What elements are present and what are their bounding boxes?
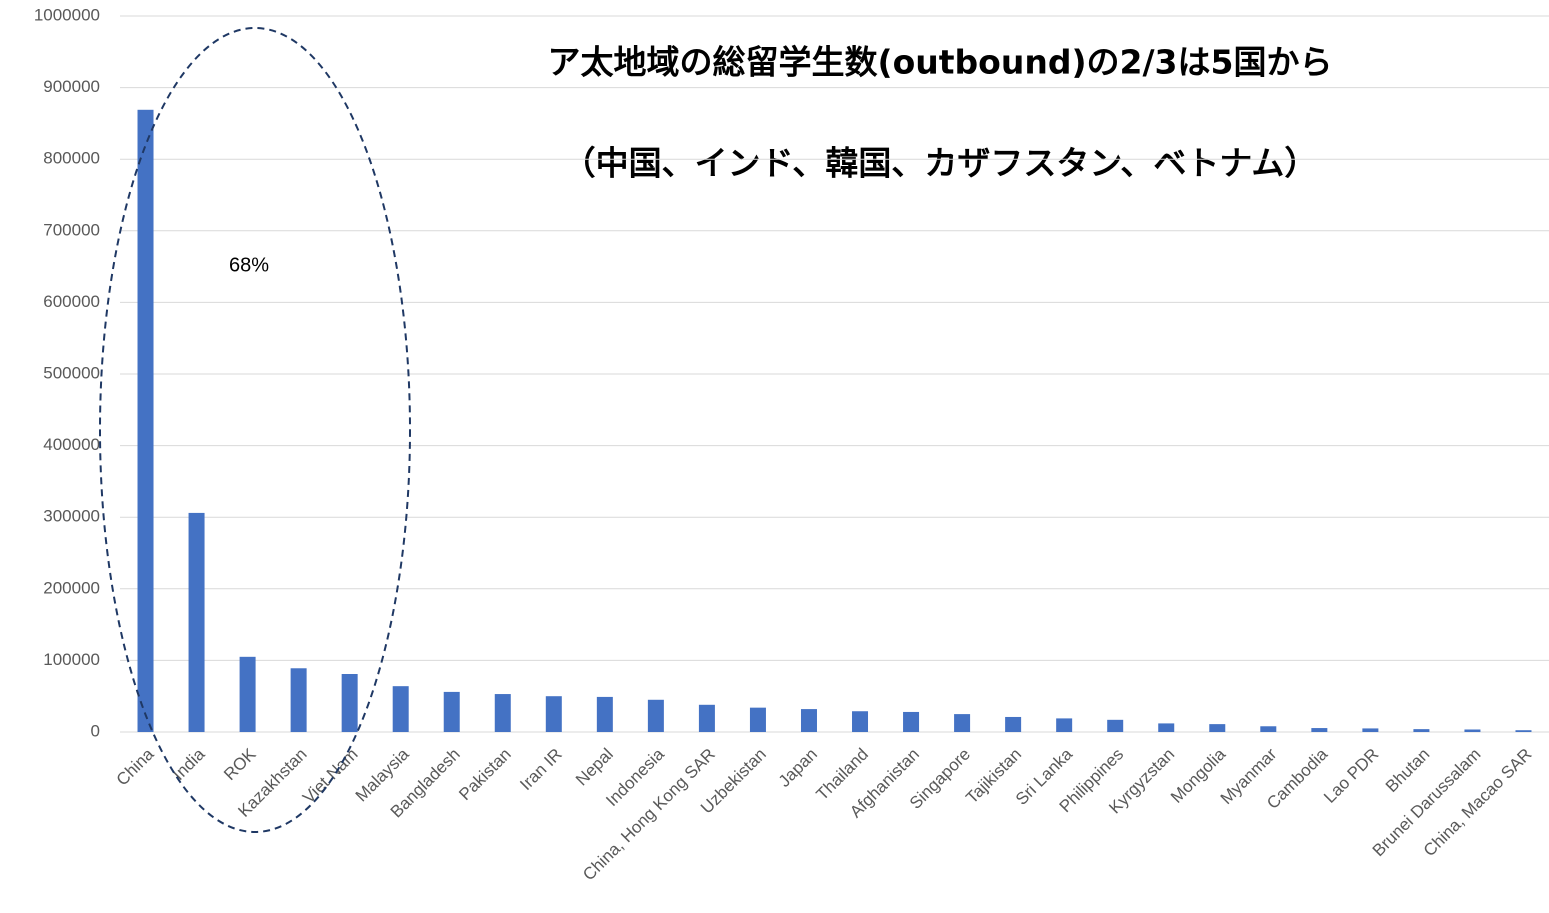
y-tick-label: 700000 — [43, 220, 100, 239]
y-tick-label: 0 — [91, 721, 100, 740]
x-tick-label: ROK — [220, 744, 260, 784]
x-tick-label: Iran IR — [516, 745, 566, 795]
y-tick-label: 800000 — [43, 149, 100, 168]
bar — [1209, 724, 1226, 732]
y-tick-label: 1000000 — [34, 5, 100, 24]
highlight-ellipse — [99, 27, 411, 833]
bar — [954, 714, 971, 732]
x-tick-label: China — [113, 744, 158, 789]
bar — [1107, 719, 1124, 732]
y-tick-label: 600000 — [43, 292, 100, 311]
bar — [392, 686, 409, 732]
x-tick-label: India — [169, 744, 209, 784]
x-tick-label: Nepal — [572, 745, 617, 790]
bar — [903, 711, 920, 732]
bar — [698, 704, 715, 732]
x-tick-label: Bhutan — [1382, 745, 1434, 797]
bar — [494, 694, 511, 732]
bar — [341, 674, 358, 732]
bar — [188, 512, 205, 732]
y-tick-label: 100000 — [43, 650, 100, 669]
bar — [1362, 728, 1379, 732]
bar — [1005, 716, 1022, 732]
y-tick-label: 300000 — [43, 507, 100, 526]
y-tick-label: 500000 — [43, 363, 100, 382]
chart-subtitle: （中国、インド、韓国、カザフスタン、ベトナム） — [563, 144, 1318, 183]
y-tick-label: 400000 — [43, 435, 100, 454]
bar — [596, 696, 613, 732]
x-tick-label: Japan — [775, 745, 821, 791]
bar — [800, 709, 817, 732]
bar — [1413, 729, 1430, 732]
bar — [749, 707, 766, 732]
bar — [1158, 723, 1175, 732]
bar — [1464, 729, 1481, 732]
bar — [647, 699, 664, 732]
y-tick-label: 200000 — [43, 578, 100, 597]
bar — [1515, 730, 1532, 732]
bar — [239, 656, 256, 732]
bar — [852, 711, 869, 732]
bar — [1056, 718, 1073, 732]
bar — [290, 668, 307, 732]
annotation: 68% — [229, 254, 269, 276]
bar — [443, 691, 460, 732]
bar — [545, 696, 562, 732]
bar — [1260, 726, 1277, 732]
x-tick-label: Viet Nam — [299, 745, 362, 808]
x-tick-label: Lao PDR — [1320, 745, 1382, 807]
x-tick-label: Pakistan — [455, 745, 515, 805]
y-tick-label: 900000 — [43, 77, 100, 96]
chart-title: ア太地域の総留学生数(outbound)の2/3は5国から — [548, 43, 1333, 82]
bar — [1311, 728, 1328, 732]
bar — [137, 109, 154, 732]
